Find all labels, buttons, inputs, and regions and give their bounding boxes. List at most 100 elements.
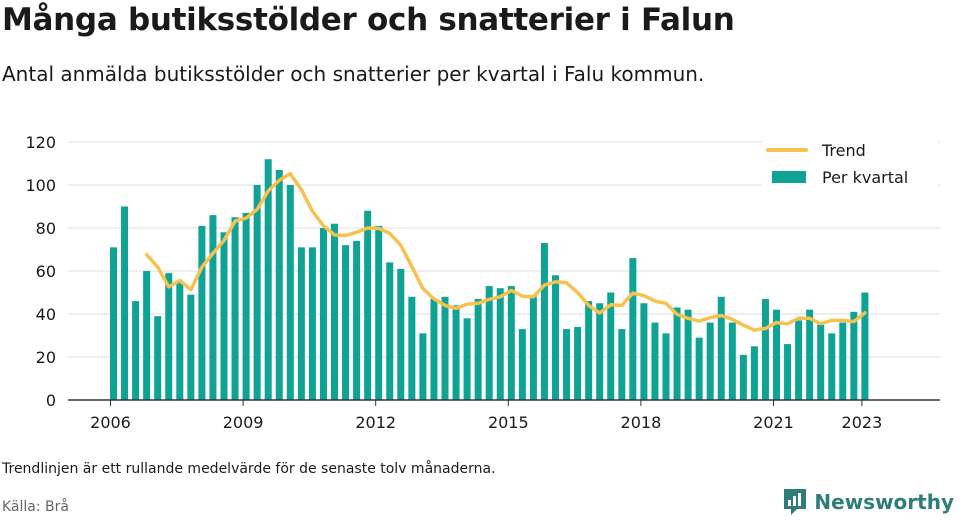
legend-bar-swatch: [772, 171, 806, 183]
bar: [364, 210, 372, 400]
bar: [673, 307, 681, 400]
bar: [397, 268, 405, 400]
bar: [452, 305, 460, 400]
newsworthy-logo-icon: [784, 489, 807, 515]
bar: [331, 223, 338, 400]
bar: [640, 303, 648, 400]
bar: [176, 281, 184, 400]
bar: [750, 346, 758, 400]
bar: [739, 354, 747, 400]
bar: [563, 329, 571, 400]
bar: [165, 273, 173, 400]
bar: [264, 159, 272, 400]
bar: [817, 324, 825, 400]
bar: [507, 286, 515, 400]
bar: [540, 243, 548, 400]
bar: [651, 322, 659, 400]
bar-series: [110, 159, 869, 400]
bar: [231, 217, 239, 400]
legend-bar-label: Per kvartal: [822, 168, 908, 187]
bar: [187, 294, 195, 400]
bar: [795, 320, 803, 400]
bar: [761, 298, 769, 400]
bar: [839, 322, 847, 400]
bar: [132, 301, 140, 400]
bar-chart: 0 20 40 60 80 100 120 2006 2009 2012 2015 2018 2021…: [25, 133, 940, 432]
source-label: Källa: Brå: [2, 499, 69, 515]
bar: [496, 288, 504, 400]
bar: [143, 271, 151, 400]
y-tick-label: 20: [36, 348, 56, 367]
bar: [319, 228, 327, 400]
bar: [286, 185, 294, 400]
bar: [253, 185, 261, 400]
y-tick-label: 120: [25, 133, 56, 152]
bar: [220, 232, 228, 400]
bar: [828, 333, 836, 400]
bar: [419, 333, 427, 400]
x-tick-label: 2012: [355, 413, 396, 432]
legend: Trend Per kvartal: [762, 134, 938, 196]
y-tick-label: 40: [36, 305, 56, 324]
bar: [441, 296, 449, 400]
footnote: Trendlinjen är ett rullande medelvärde f…: [2, 461, 496, 477]
bar: [784, 344, 792, 400]
bar: [585, 301, 593, 400]
bar: [607, 292, 615, 400]
bar: [353, 240, 361, 400]
bar: [209, 215, 217, 400]
chart-title: Många butiksstölder och snatterier i Fal…: [2, 2, 735, 38]
bar: [375, 225, 383, 400]
bar: [408, 296, 416, 400]
x-tick-label: 2018: [621, 413, 662, 432]
bar: [518, 329, 526, 400]
bar: [596, 303, 604, 400]
bar: [684, 309, 692, 400]
bar: [806, 309, 814, 400]
x-tick-label: 2021: [753, 413, 794, 432]
bar: [662, 333, 670, 400]
bar: [552, 275, 559, 400]
trend-series: [144, 172, 867, 332]
bar: [121, 206, 129, 400]
bar: [275, 169, 283, 400]
x-axis: 2006 2009 2012 2015 2018 2021 2023: [68, 399, 940, 432]
bar: [485, 286, 493, 400]
y-tick-label: 100: [25, 176, 56, 195]
bar: [629, 258, 637, 400]
x-tick-label: 2023: [842, 413, 883, 432]
bar: [861, 292, 869, 400]
bar: [297, 247, 305, 400]
bar: [773, 309, 780, 400]
bar: [198, 225, 206, 400]
bar: [430, 298, 438, 400]
bar: [242, 212, 250, 400]
bar: [386, 262, 394, 400]
bar: [110, 247, 117, 400]
bar: [342, 245, 350, 400]
y-tick-label: 60: [36, 262, 56, 281]
trend-line: [144, 172, 867, 332]
x-tick-label: 2009: [223, 413, 264, 432]
chart-subtitle: Antal anmälda butiksstölder och snatteri…: [2, 62, 705, 86]
bar: [574, 326, 582, 400]
bar: [728, 322, 736, 400]
bar: [706, 322, 714, 400]
bar: [529, 296, 537, 400]
x-tick-label: 2006: [90, 413, 131, 432]
bar: [463, 318, 471, 400]
x-tick-label: 2015: [488, 413, 529, 432]
legend-trend-label: Trend: [821, 141, 866, 160]
bar: [308, 247, 316, 400]
y-axis: 0 20 40 60 80 100 120: [25, 133, 56, 410]
brand-name: Newsworthy: [814, 490, 954, 514]
bar: [850, 311, 858, 400]
bar: [154, 316, 162, 400]
legend-background: [762, 134, 938, 196]
bar: [717, 296, 725, 400]
bar: [474, 298, 482, 400]
y-tick-label: 0: [46, 391, 56, 410]
bar: [618, 329, 626, 400]
y-tick-label: 80: [36, 219, 56, 238]
brand[interactable]: Newsworthy: [782, 487, 954, 517]
